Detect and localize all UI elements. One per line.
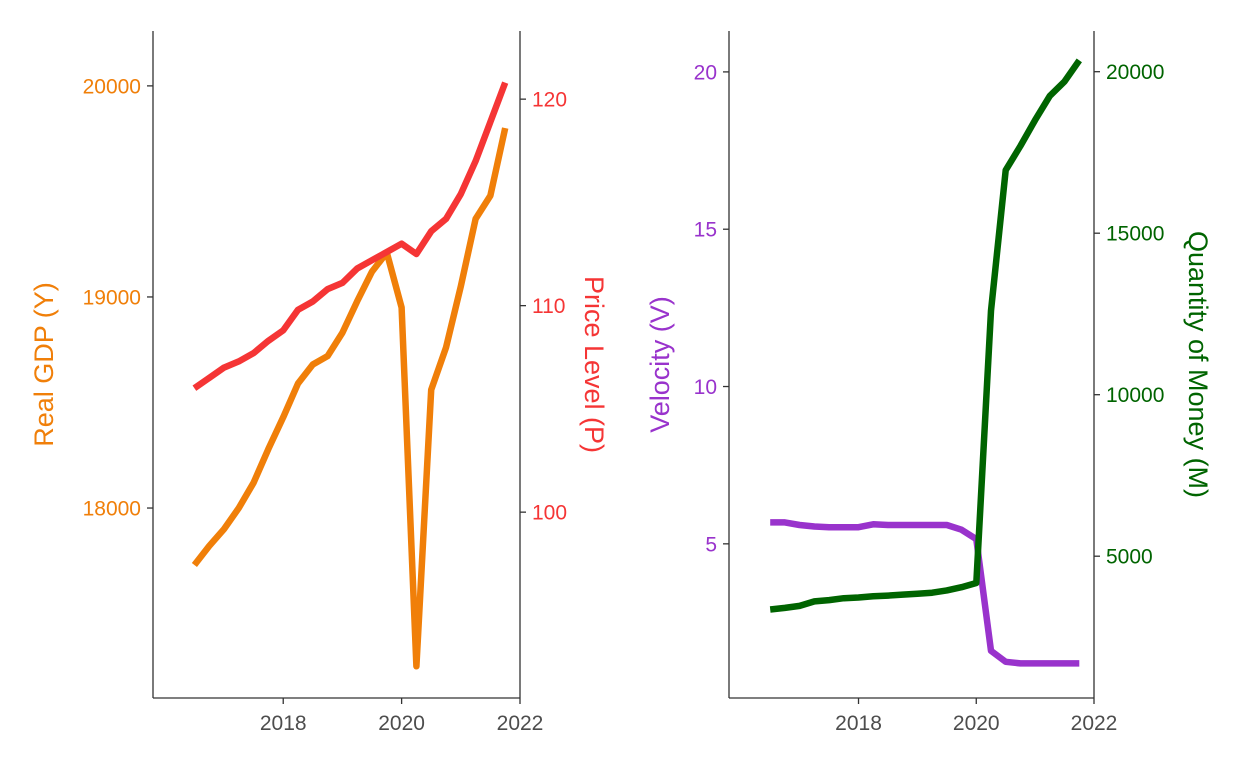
left-y-tick-label: 20000 — [83, 75, 141, 98]
right-axis-title: Price Level (P) — [579, 276, 609, 453]
right-y-tick-label: 110 — [532, 295, 565, 318]
right-axis-title: Quantity of Money (M) — [1183, 231, 1213, 498]
series-line-left — [770, 519, 1080, 667]
left-y-tick-label: 10 — [694, 376, 717, 399]
left-y-tick-label: 5 — [705, 533, 717, 556]
right-y-tick-label: 10000 — [1106, 384, 1164, 407]
left-axis-title: Real GDP (Y) — [29, 282, 59, 447]
right-y-tick-label: 120 — [532, 89, 567, 112]
left-y-tick-label: 20 — [694, 61, 717, 84]
left-axis-title: Velocity (V) — [645, 296, 675, 433]
x-tick-label: 2018 — [835, 712, 882, 735]
series-line-left — [191, 127, 509, 670]
x-tick-label: 2022 — [1071, 712, 1118, 735]
x-tick-label: 2020 — [953, 712, 1000, 735]
series-line-right — [769, 58, 1082, 613]
right-y-tick-label: 5000 — [1106, 546, 1153, 569]
left-y-tick-label: 19000 — [83, 286, 141, 309]
left-y-tick-label: 18000 — [83, 498, 141, 521]
x-tick-label: 2022 — [497, 712, 544, 735]
left-y-tick-label: 15 — [694, 219, 717, 242]
right-y-tick-label: 20000 — [1106, 61, 1164, 84]
left-chart-panel: 2018 2020 2022 18000 19000 20000 100 110 120 Real… — [29, 31, 609, 735]
right-y-tick-label: 100 — [532, 502, 567, 525]
right-y-tick-label: 15000 — [1106, 223, 1164, 246]
right-chart-panel: 2018 2020 2022 5 10 15 20 5000 10000 15000 20000 Ve… — [645, 31, 1213, 735]
x-tick-label: 2020 — [378, 712, 425, 735]
series-line-right — [192, 81, 509, 391]
x-tick-label: 2018 — [260, 712, 307, 735]
